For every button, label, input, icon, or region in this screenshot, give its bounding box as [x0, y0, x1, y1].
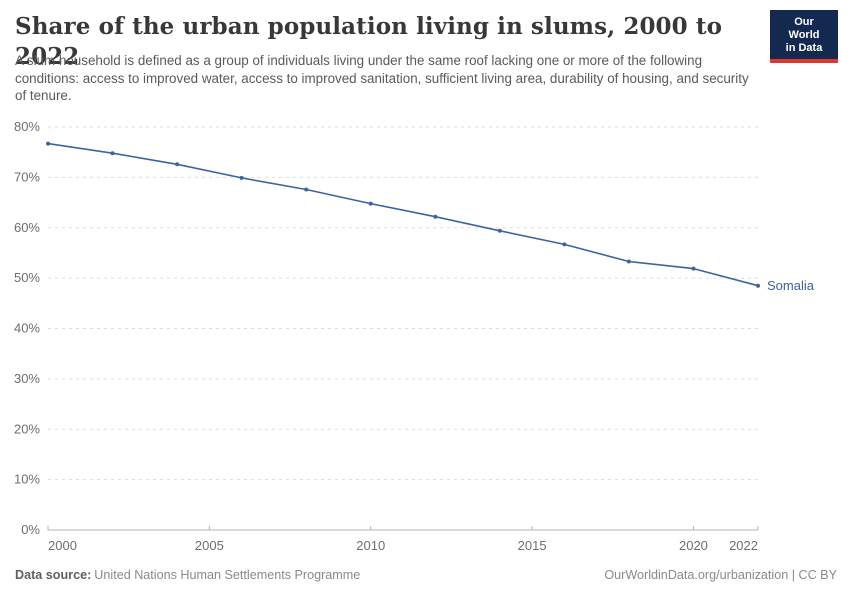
- y-tick-label: 0%: [21, 522, 40, 537]
- owid-logo-line1: Our World: [788, 16, 820, 41]
- owid-logo-line2: in Data: [785, 42, 823, 54]
- x-tick-label: 2020: [679, 538, 708, 553]
- x-tick-label: 2022: [729, 538, 758, 553]
- page-title: Share of the urban population living in …: [15, 13, 723, 70]
- data-source: Data source: United Nations Human Settlem…: [15, 568, 360, 582]
- y-tick-label: 10%: [14, 472, 40, 487]
- y-tick-label: 20%: [14, 421, 40, 436]
- chart-subtitle: A slum household is defined as a group o…: [15, 53, 749, 103]
- x-tick-label: 2000: [48, 538, 77, 553]
- data-point[interactable]: [626, 259, 631, 264]
- y-tick-label: 40%: [14, 321, 40, 336]
- data-point[interactable]: [497, 228, 502, 233]
- data-point[interactable]: [368, 201, 373, 206]
- data-point[interactable]: [175, 162, 180, 167]
- y-tick-label: 70%: [14, 169, 40, 184]
- data-point[interactable]: [691, 266, 696, 271]
- chart-footer: Data source: United Nations Human Settlem…: [15, 568, 837, 582]
- y-tick-label: 50%: [14, 270, 40, 285]
- data-point[interactable]: [562, 242, 567, 247]
- attribution-link[interactable]: OurWorldinData.org/urbanization | CC BY: [604, 568, 837, 582]
- y-tick-label: 80%: [14, 119, 40, 134]
- x-tick-label: 2015: [518, 538, 547, 553]
- entity-label[interactable]: Somalia: [767, 278, 815, 293]
- x-tick-label: 2005: [195, 538, 224, 553]
- data-point[interactable]: [110, 151, 115, 156]
- x-tick-label: 2010: [356, 538, 385, 553]
- data-point[interactable]: [46, 141, 50, 146]
- owid-logo[interactable]: Our World in Data: [770, 10, 838, 63]
- data-point[interactable]: [304, 187, 309, 192]
- data-source-value: United Nations Human Settlements Program…: [94, 568, 361, 582]
- data-point[interactable]: [756, 283, 760, 288]
- trend-line[interactable]: [47, 142, 759, 287]
- y-tick-label: 30%: [14, 371, 40, 386]
- y-tick-label: 60%: [14, 220, 40, 235]
- data-point[interactable]: [239, 175, 244, 180]
- data-point[interactable]: [433, 214, 438, 219]
- data-source-label: Data source:: [15, 568, 92, 582]
